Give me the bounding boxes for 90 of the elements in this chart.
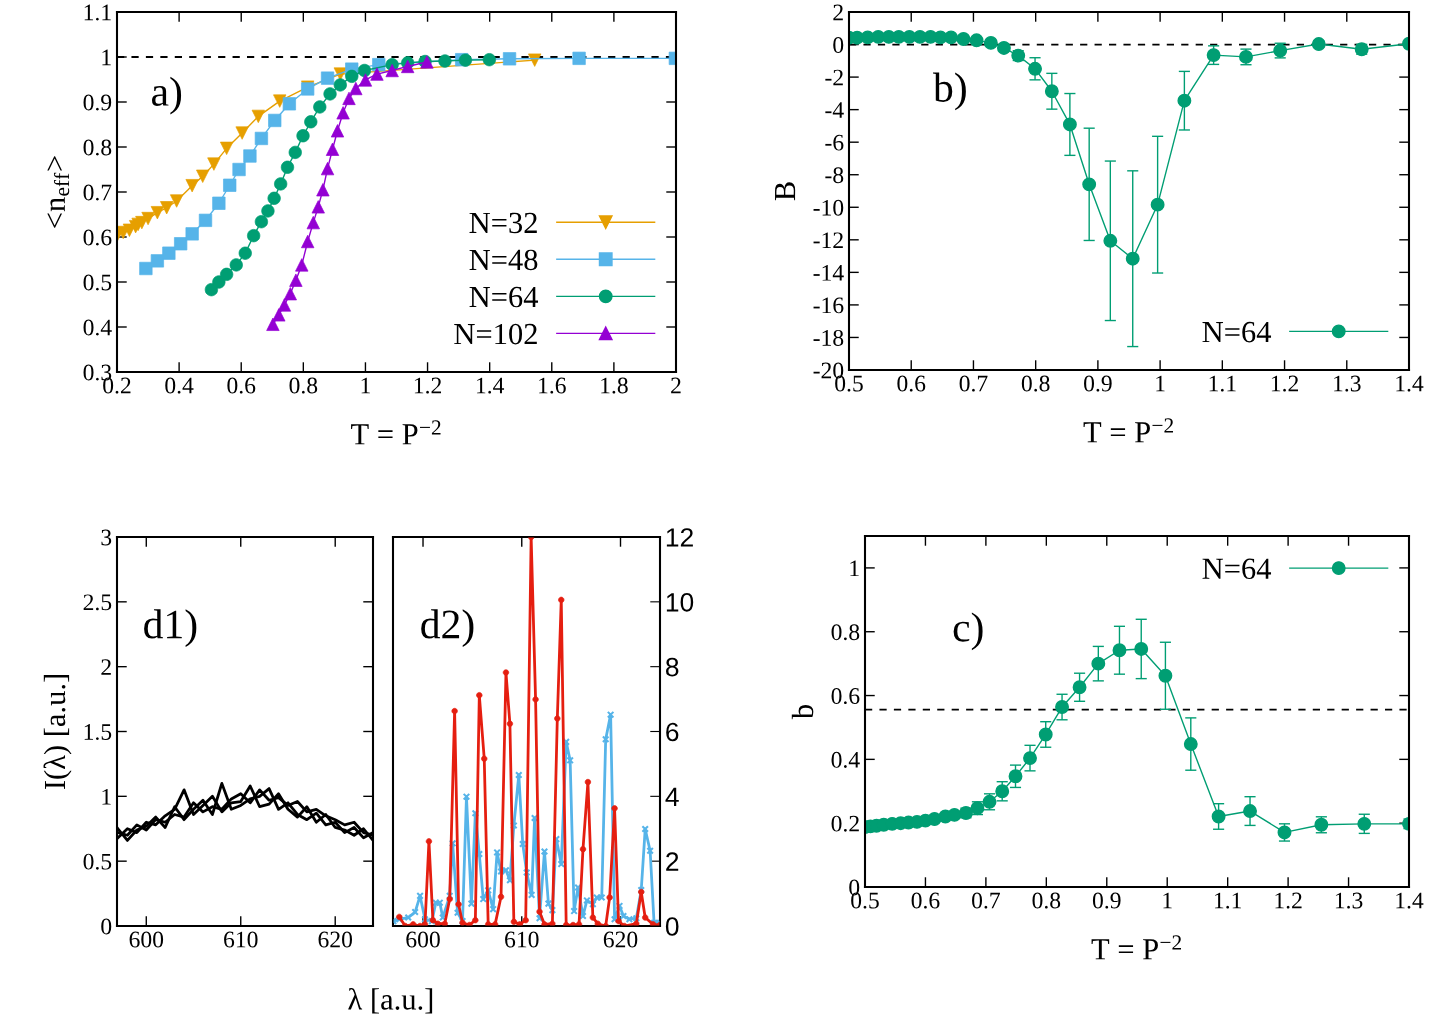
x-tick-label: 0.6 bbox=[227, 377, 256, 394]
legend-label: N=64 bbox=[1202, 321, 1272, 343]
y-tick-label: 0.5 bbox=[83, 274, 112, 291]
x-tick-label: 0.7 bbox=[972, 892, 1000, 909]
y-tick-label: 1 bbox=[102, 788, 111, 805]
y-tick-label: 0.4 bbox=[831, 751, 860, 768]
legend-label: N=32 bbox=[469, 212, 537, 234]
y-tick-label: -10 bbox=[813, 199, 844, 216]
y-tick-label: 2 bbox=[101, 659, 111, 675]
y-tick-label: 0.6 bbox=[831, 688, 860, 705]
x-tick-label: 1.2 bbox=[414, 377, 442, 394]
x-tick-label: 1.6 bbox=[539, 377, 566, 394]
y-tick-label: 0 bbox=[833, 37, 844, 53]
y-axis-title: B bbox=[775, 182, 796, 201]
y-tick-label: 1 bbox=[102, 49, 111, 66]
x-tick-label: 620 bbox=[318, 931, 353, 948]
x-tick-label: 600 bbox=[129, 931, 164, 948]
x-axis-title: T = P$^{−2}$ bbox=[1091, 935, 1181, 960]
y-tick-label: 2.5 bbox=[83, 594, 112, 611]
y-tick-label: -14 bbox=[813, 264, 844, 281]
y-tick-label: 0.4 bbox=[83, 319, 112, 336]
x-axis-title: λ [a.u.] bbox=[348, 987, 433, 1014]
x-tick-label: 1.1 bbox=[1214, 892, 1242, 909]
annotation: b) bbox=[933, 72, 966, 111]
y2-tick-label: 0 bbox=[665, 917, 679, 936]
y-axis-title: b bbox=[791, 705, 814, 720]
x-axis-title: T = P$^{−2}$ bbox=[1083, 418, 1173, 443]
x-tick-label: 0.4 bbox=[165, 377, 194, 394]
y-tick-label: 0.8 bbox=[83, 139, 112, 156]
y-tick-label: 0.7 bbox=[83, 184, 112, 201]
y-tick-label: 2 bbox=[833, 4, 843, 21]
annotation: d2) bbox=[421, 609, 474, 648]
x-tick-label: 1.2 bbox=[1271, 375, 1299, 392]
x-tick-label: 1.4 bbox=[1396, 375, 1424, 392]
x-tick-label: 600 bbox=[406, 931, 440, 948]
legend-label: N=102 bbox=[454, 323, 537, 345]
x-tick-label: 610 bbox=[224, 931, 258, 948]
y2-tick-label: 2 bbox=[666, 852, 679, 871]
y-tick-label: 0.9 bbox=[83, 94, 112, 111]
x-tick-label: 1.8 bbox=[601, 377, 628, 394]
x-tick-label: 0.9 bbox=[1084, 375, 1112, 392]
y-tick-label: 0.5 bbox=[83, 853, 112, 870]
y-tick-label: 3 bbox=[101, 529, 112, 546]
x-tick-label: 620 bbox=[603, 931, 638, 948]
y-tick-label: 0 bbox=[101, 918, 112, 935]
legend-label: N=48 bbox=[469, 249, 538, 271]
x-tick-label: 1.2 bbox=[1275, 892, 1302, 909]
y-tick-label: 0.6 bbox=[83, 229, 112, 246]
x-tick-label: 1.3 bbox=[1335, 892, 1363, 909]
legend-label: N=64 bbox=[1202, 558, 1272, 580]
x-tick-label: 1.3 bbox=[1334, 375, 1361, 392]
x-tick-label: 1 bbox=[1163, 892, 1172, 909]
x-tick-label: 1 bbox=[361, 377, 370, 394]
y-tick-label: 0.8 bbox=[831, 624, 860, 641]
x-tick-label: 610 bbox=[505, 931, 539, 948]
annotation: d1) bbox=[144, 609, 197, 648]
y-tick-label: -6 bbox=[825, 134, 844, 151]
y-tick-label: -12 bbox=[813, 232, 843, 249]
y2-tick-label: 4 bbox=[665, 787, 679, 806]
y-tick-label: 1 bbox=[850, 560, 859, 577]
x-tick-label: 1.1 bbox=[1209, 375, 1236, 392]
y2-tick-label: 8 bbox=[666, 657, 679, 677]
x-tick-label: 0.7 bbox=[959, 375, 988, 392]
y-tick-label: 1.1 bbox=[84, 4, 111, 21]
y-tick-label: -2 bbox=[825, 69, 843, 86]
y-tick-label: -18 bbox=[813, 329, 844, 346]
x-tick-label: 0.8 bbox=[289, 377, 318, 394]
x-tick-label: 0.8 bbox=[1021, 375, 1050, 392]
y2-tick-label: 10 bbox=[666, 592, 694, 612]
x-tick-label: 0.9 bbox=[1092, 892, 1121, 909]
y2-tick-label: 12 bbox=[666, 528, 693, 547]
x-tick-label: 1.4 bbox=[476, 377, 505, 394]
y-axis-title: I(λ) [a.u.] bbox=[43, 675, 72, 790]
y-tick-label: -4 bbox=[825, 102, 844, 118]
y-tick-label: 1.5 bbox=[84, 724, 112, 741]
y-tick-label: -16 bbox=[813, 297, 844, 314]
y2-tick-label: 6 bbox=[666, 722, 679, 742]
x-tick-label: 1.4 bbox=[1396, 892, 1424, 909]
annotation: a) bbox=[152, 76, 182, 115]
y-tick-label: -8 bbox=[825, 167, 844, 184]
x-axis-title: T = P$^{−2}$ bbox=[351, 420, 441, 445]
annotation: c) bbox=[953, 612, 983, 651]
y-tick-label: 0.2 bbox=[831, 815, 859, 832]
x-tick-label: 0.8 bbox=[1032, 892, 1061, 909]
legend-label: N=64 bbox=[469, 286, 539, 308]
x-tick-label: 1 bbox=[1156, 375, 1165, 392]
x-tick-label: 0.6 bbox=[897, 375, 926, 392]
x-tick-label: 2 bbox=[671, 377, 681, 394]
x-tick-label: 0.6 bbox=[911, 892, 940, 909]
y-axis-title: <n$_{eff}$> bbox=[47, 156, 70, 228]
